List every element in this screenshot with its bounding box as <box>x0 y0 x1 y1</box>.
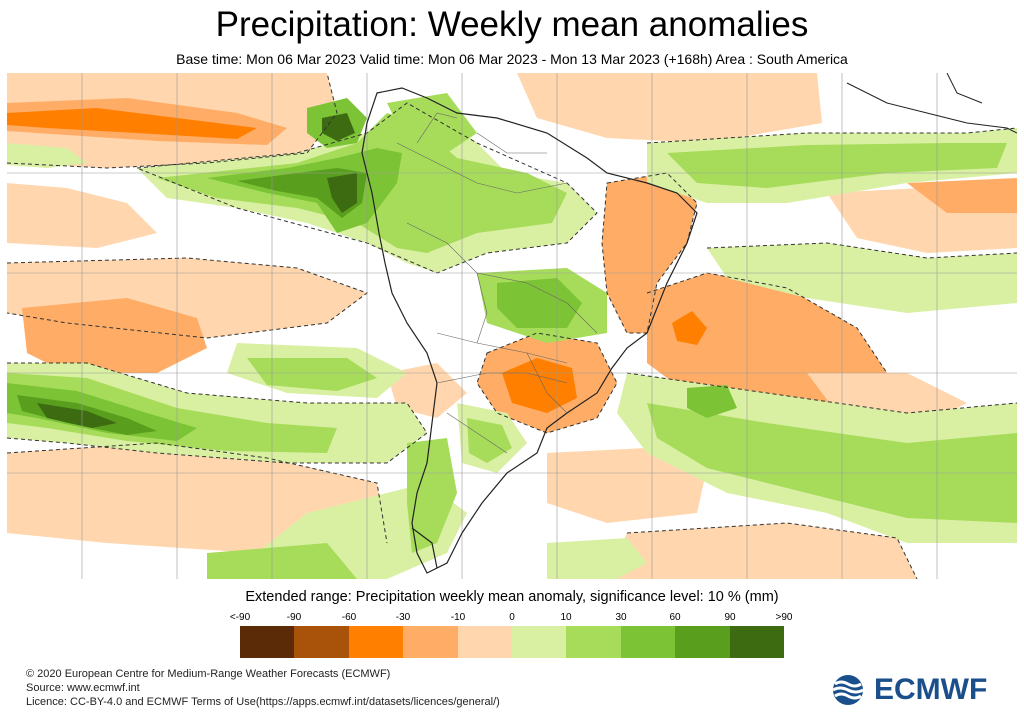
legend-colorbar <box>240 626 785 658</box>
legend-tick: 30 <box>615 612 627 623</box>
legend-swatch <box>512 626 567 658</box>
legend-title: Extended range: Precipitation weekly mea… <box>245 589 779 605</box>
legend-tick: 10 <box>560 612 572 623</box>
legend-swatch <box>240 626 295 658</box>
dry-anomaly-regions <box>7 73 1017 579</box>
africa-coastline <box>846 73 1017 134</box>
legend-tick: -60 <box>341 612 357 623</box>
footer-source: Source: www.ecmwf.int <box>26 682 140 694</box>
legend-tick: -90 <box>286 612 302 623</box>
legend-tick: 90 <box>724 612 736 623</box>
graticule <box>7 73 1017 579</box>
legend-swatch <box>294 626 349 658</box>
legend-tick: <-90 <box>229 612 251 623</box>
wet-anomaly-regions <box>7 93 1017 579</box>
legend-tick: 60 <box>669 612 681 623</box>
country-borders <box>396 112 598 454</box>
legend-swatch <box>403 626 458 658</box>
legend-tick: -10 <box>450 612 466 623</box>
legend-swatch <box>457 626 513 658</box>
legend-swatch <box>675 626 730 658</box>
footer-licence: Licence: CC-BY-4.0 and ECMWF Terms of Us… <box>26 696 500 708</box>
ecmwf-logo-icon <box>832 675 864 705</box>
ecmwf-logo: ECMWF <box>828 672 1003 708</box>
legend-swatch <box>729 626 785 658</box>
footer: © 2020 European Centre for Medium-Range … <box>26 667 500 709</box>
legend-tick: -30 <box>395 612 411 623</box>
footer-copyright: © 2020 European Centre for Medium-Range … <box>26 668 391 680</box>
page-subtitle: Base time: Mon 06 Mar 2023 Valid time: M… <box>176 51 848 67</box>
legend-swatch <box>620 626 676 658</box>
page-title: Precipitation: Weekly mean anomalies <box>215 5 809 44</box>
legend-swatch <box>566 626 621 658</box>
legend-tick: >90 <box>775 612 793 623</box>
anomaly-map <box>7 73 1017 579</box>
coastline <box>361 87 698 574</box>
legend-tick: 0 <box>509 612 515 623</box>
map-canvas <box>7 73 1017 579</box>
ecmwf-logo-text: ECMWF <box>874 673 988 706</box>
legend-swatch <box>348 626 404 658</box>
